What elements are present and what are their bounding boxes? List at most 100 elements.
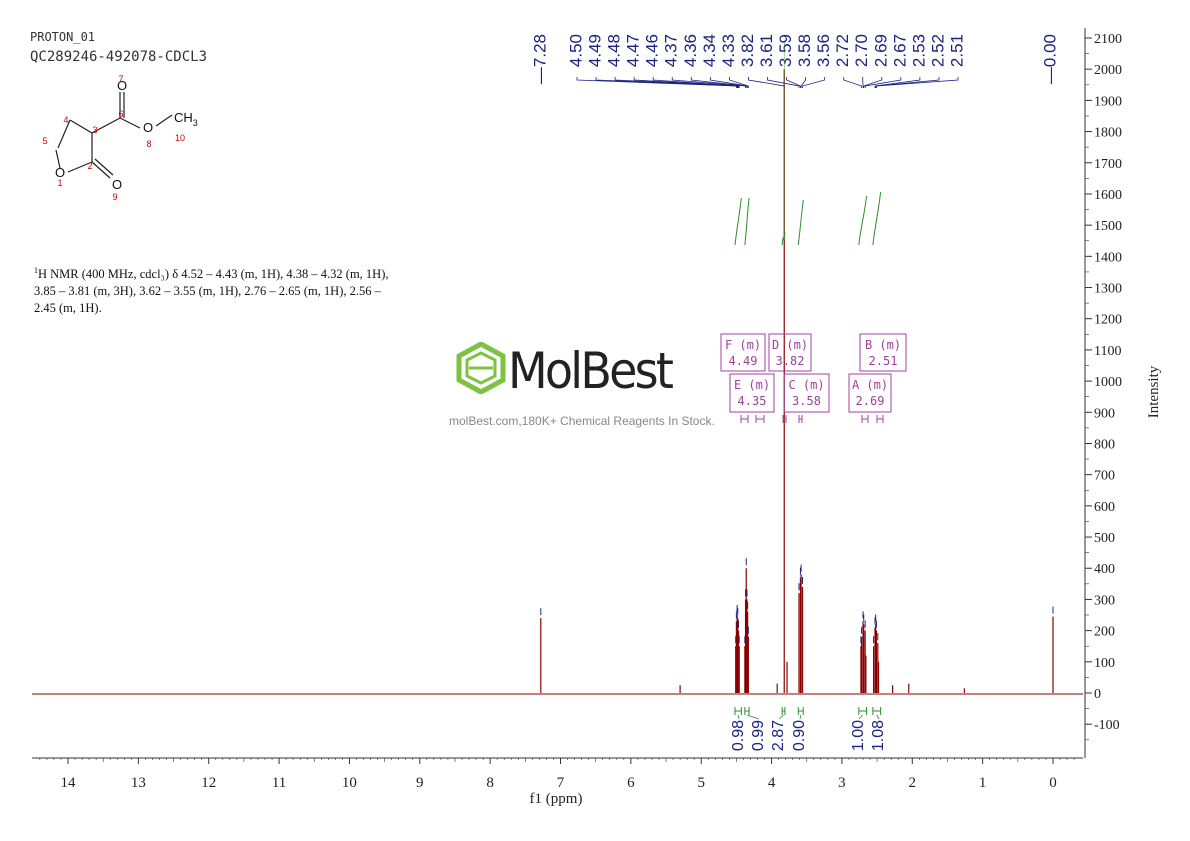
y-tick-label: 900: [1094, 406, 1115, 421]
x-tick-label: 11: [272, 775, 286, 791]
peak-label: 3.61: [757, 34, 776, 67]
x-tick-label: 1: [979, 775, 987, 791]
x-tick-label: 7: [557, 775, 565, 791]
nmr-description-body: H NMR (400 MHz, cdcl₃) δ 4.52 – 4.43 (m,…: [34, 267, 389, 316]
integral-leader: [778, 714, 784, 720]
nmr-description: 1H NMR (400 MHz, cdcl₃) δ 4.52 – 4.43 (m…: [34, 262, 394, 317]
peak-label: 2.67: [890, 34, 909, 67]
integrals: 0.98 0.99 2.87 0.90 1.00 1.08: [730, 40, 887, 751]
peak-label-leader: [576, 77, 737, 88]
peak-label-leader: [652, 77, 740, 88]
atom-number-4: 4: [63, 115, 68, 125]
x-axis-label: f1 (ppm): [530, 791, 583, 807]
integral-curve: [872, 191, 882, 246]
x-tick-label: 5: [697, 775, 705, 791]
peak-label-leader: [690, 77, 747, 88]
integral-leader: [746, 714, 760, 720]
multiplet-box: [783, 373, 830, 413]
multiplet-label: C (m): [788, 378, 824, 392]
bond-c4-c3: [69, 119, 93, 134]
x-tick-label: 6: [627, 775, 635, 791]
y-tick-label: 200: [1094, 625, 1115, 640]
bond-c3-c6: [91, 117, 121, 134]
y-tick-label: 1500: [1094, 219, 1122, 234]
atom-number-9: 9: [112, 192, 117, 202]
experiment-name: PROTON_01: [30, 30, 96, 44]
atom-number-10: 10: [175, 133, 185, 143]
x-tick-label: 12: [201, 775, 216, 791]
y-tick-label: 700: [1094, 469, 1115, 484]
integral-curve: [744, 197, 750, 246]
y-tick-label: 1200: [1094, 313, 1122, 328]
peak-label: 4.33: [719, 34, 738, 67]
watermark-tagline: molBest.com,180K+ Chemical Reagents In S…: [449, 414, 715, 428]
spectrum-trace: [540, 69, 1054, 693]
y-tick-label: 1800: [1094, 126, 1122, 141]
peak-label: —7.28: [530, 34, 549, 84]
multiplet-label: F (m): [725, 338, 761, 352]
bond-c2-o1: [67, 161, 93, 173]
nmr-isotope-superscript: 1: [34, 266, 38, 275]
integral-leader: [737, 714, 740, 720]
x-tick-label: 13: [131, 775, 146, 791]
multiplet-label: E (m): [734, 378, 770, 392]
peak-label: 4.37: [662, 34, 681, 67]
y-tick-label: 100: [1094, 656, 1115, 671]
peak-label-leader: [786, 77, 801, 88]
peak-label: 4.50: [566, 34, 585, 67]
multiplet-label: A (m): [852, 378, 888, 392]
integral-value: 1.08: [870, 720, 887, 751]
integral-leader: [799, 714, 802, 720]
atom-o1: O: [55, 165, 65, 180]
sample-id: QC289246-492078-CDCL3: [30, 49, 208, 65]
x-tick-label: 2: [909, 775, 917, 791]
peak-label-leader: [802, 77, 826, 88]
peak-label: 3.82: [738, 34, 757, 67]
integral-curve: [858, 195, 868, 246]
peak-label: 3.56: [814, 34, 833, 67]
x-tick-label: 10: [342, 775, 357, 791]
peak-label: 2.72: [833, 34, 852, 67]
atom-number-8: 8: [146, 139, 151, 149]
peak-label: 3.59: [776, 34, 795, 67]
peak-label-leader: [709, 77, 749, 88]
y-tick-label: 2100: [1094, 32, 1122, 47]
atom-ch3-subscript: 3: [193, 118, 198, 128]
bond-c2-o9b: [94, 158, 114, 176]
peak-label: 4.48: [605, 34, 624, 67]
peak-label: —0.00: [1040, 34, 1059, 84]
atom-number-6: 6: [118, 109, 123, 119]
peak-label: 2.52: [928, 34, 947, 67]
x-tick-label: 4: [768, 775, 776, 791]
integral-value: 2.87: [770, 720, 787, 751]
peak-label: 2.51: [947, 34, 966, 67]
peak-label: 4.34: [700, 34, 719, 67]
peak-label: 2.70: [852, 34, 871, 67]
peak-label: 4.46: [643, 34, 662, 67]
y-tick-label: 1400: [1094, 250, 1122, 265]
spectrum-header: PROTON_01 QC289246-492078-CDCL3: [30, 30, 207, 65]
y-tick-label: 1000: [1094, 375, 1122, 390]
peak-label-leader: [633, 77, 739, 88]
peak-label: 4.49: [586, 34, 605, 67]
y-tick-label: 2000: [1094, 63, 1122, 78]
peak-label-leader: [864, 77, 902, 88]
multiplet-box: [729, 373, 775, 413]
peak-label: 3.58: [795, 34, 814, 67]
y-tick-label: 500: [1094, 531, 1115, 546]
integral-leader: [876, 714, 880, 720]
x-tick-label: 14: [61, 775, 77, 791]
y-tick-label: 600: [1094, 500, 1115, 515]
axes: 14 13 12 11 10 9 8 7 6 5 4 3 2 1 0f1 (ppm)-10001002003…: [32, 28, 1162, 807]
x-tick-label: 0: [1049, 775, 1057, 791]
y-tick-label: 1600: [1094, 188, 1122, 203]
watermark-logo: [455, 341, 507, 399]
x-tick-label: 8: [486, 775, 494, 791]
multiplet-shift: 2.51: [869, 354, 898, 368]
molecule-structure: O O O O CH3 1 2 3 4 5 6 7 8 9 10: [42, 74, 197, 202]
multiplet-label: B (m): [865, 338, 901, 352]
integral-value: 0.90: [791, 720, 808, 751]
integral-curve: [734, 197, 742, 246]
y-tick-label: 1900: [1094, 94, 1122, 109]
peak-label-leader: [767, 77, 800, 88]
